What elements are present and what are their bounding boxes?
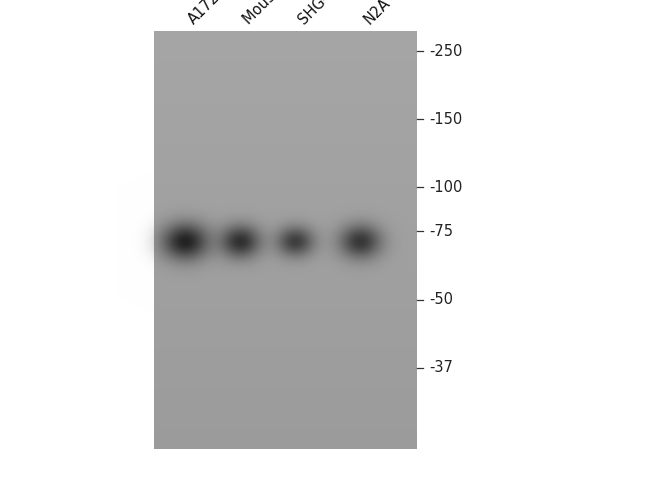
Text: -150: -150: [429, 112, 462, 127]
Text: N2A: N2A: [361, 0, 393, 27]
Text: SHG-44: SHG-44: [296, 0, 346, 27]
Text: -50: -50: [429, 292, 453, 307]
Text: A172: A172: [185, 0, 223, 27]
Text: -75: -75: [429, 224, 453, 239]
Text: Mouse brain: Mouse brain: [240, 0, 315, 27]
Text: -250: -250: [429, 44, 462, 58]
Text: -37: -37: [429, 360, 453, 375]
Text: -100: -100: [429, 180, 462, 195]
